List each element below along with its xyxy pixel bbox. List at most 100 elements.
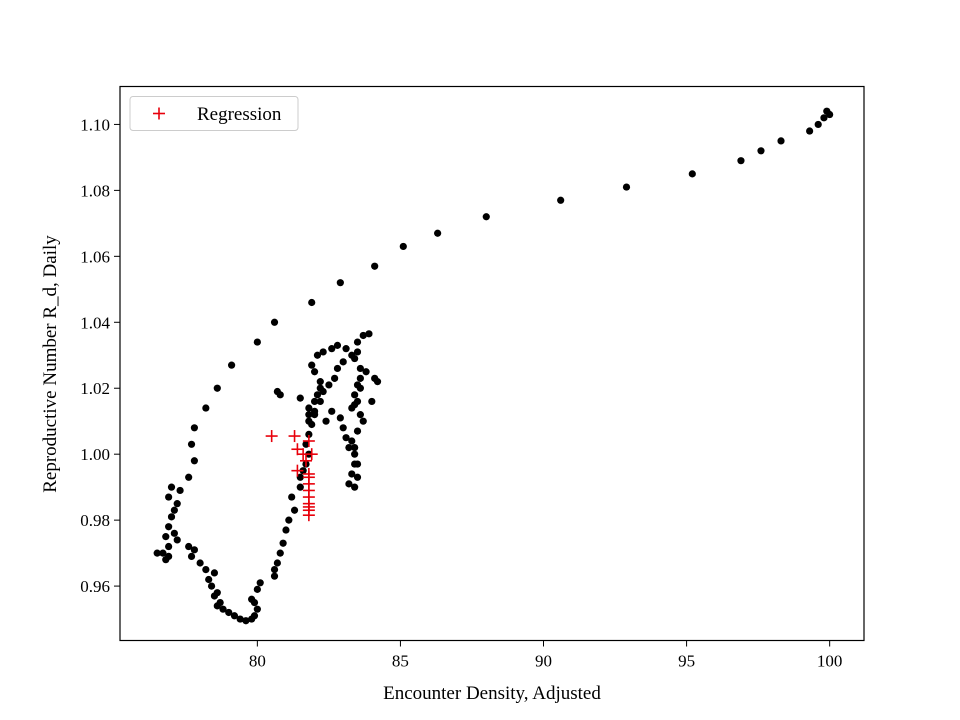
daily-data-point xyxy=(219,605,227,613)
daily-data-point xyxy=(210,592,219,600)
data-points xyxy=(153,107,834,625)
daily-data-point xyxy=(331,374,339,382)
daily-data-point xyxy=(253,605,261,613)
x-tick-label: 80 xyxy=(249,652,266,671)
daily-data-point xyxy=(305,417,313,425)
daily-data-point xyxy=(688,170,696,178)
daily-data-point xyxy=(230,612,239,620)
daily-data-point xyxy=(279,539,287,547)
daily-data-point xyxy=(757,147,765,155)
daily-data-point xyxy=(302,440,310,448)
daily-data-point xyxy=(434,229,442,237)
daily-data-point xyxy=(202,404,210,412)
daily-data-point xyxy=(250,612,259,620)
daily-data-point xyxy=(242,617,250,625)
daily-data-point xyxy=(777,137,785,145)
daily-data-point xyxy=(159,549,167,557)
daily-data-point xyxy=(339,358,347,366)
regression-point xyxy=(302,434,315,447)
daily-data-point xyxy=(737,157,745,165)
regression-point xyxy=(300,454,312,467)
daily-data-point xyxy=(353,338,362,346)
daily-data-point xyxy=(213,384,221,392)
daily-data-point xyxy=(351,483,359,491)
daily-data-point xyxy=(353,473,362,481)
daily-data-point xyxy=(236,615,244,623)
daily-data-point xyxy=(353,427,362,435)
daily-data-point xyxy=(351,391,359,399)
daily-data-point xyxy=(328,407,336,415)
daily-data-point xyxy=(170,506,178,514)
daily-data-point xyxy=(185,542,193,551)
daily-data-point xyxy=(482,213,490,221)
daily-data-point xyxy=(356,374,364,382)
daily-data-point xyxy=(322,417,330,425)
daily-data-point xyxy=(165,542,173,551)
daily-data-point xyxy=(282,526,290,534)
daily-data-point xyxy=(256,579,264,587)
y-tick-label: 1.00 xyxy=(80,445,110,464)
daily-data-point xyxy=(399,242,407,251)
daily-data-point xyxy=(353,460,362,468)
daily-data-point xyxy=(310,411,319,419)
daily-data-point xyxy=(187,440,196,448)
daily-data-point xyxy=(305,430,313,438)
daily-data-point xyxy=(202,566,210,574)
daily-data-point xyxy=(351,443,359,452)
daily-data-point xyxy=(308,361,316,369)
daily-data-point xyxy=(153,549,161,557)
y-axis-label: Reproductive Number R_d, Daily xyxy=(40,235,61,493)
daily-data-point xyxy=(313,351,322,359)
regression-point xyxy=(305,448,318,461)
daily-data-point xyxy=(359,331,367,340)
daily-data-point xyxy=(823,107,831,115)
daily-data-point xyxy=(296,394,304,402)
daily-data-point xyxy=(339,424,347,432)
daily-data-point xyxy=(270,318,279,326)
legend-label-regression: Regression xyxy=(197,104,282,125)
daily-data-point xyxy=(190,457,198,465)
daily-data-point xyxy=(319,348,327,356)
x-tick-label: 85 xyxy=(392,652,409,671)
daily-data-point xyxy=(356,364,364,373)
daily-data-point xyxy=(170,529,178,537)
daily-data-point xyxy=(176,486,184,495)
daily-data-point xyxy=(162,556,170,564)
daily-data-point xyxy=(207,582,216,590)
daily-data-point xyxy=(345,480,353,488)
daily-data-point xyxy=(368,397,376,406)
daily-data-point xyxy=(351,450,359,458)
daily-data-point xyxy=(228,361,236,369)
daily-data-point xyxy=(316,384,324,392)
daily-data-point xyxy=(345,443,353,452)
daily-data-point xyxy=(310,397,319,406)
daily-data-point xyxy=(296,473,304,481)
x-tick-label: 100 xyxy=(817,652,843,671)
daily-data-point xyxy=(185,473,193,481)
y-tick-label: 1.04 xyxy=(80,313,110,332)
daily-data-point xyxy=(359,417,367,425)
daily-data-point xyxy=(806,127,814,135)
legend: Regression xyxy=(129,96,299,131)
x-axis-label: Encounter Density, Adjusted xyxy=(383,683,601,704)
daily-data-point xyxy=(248,595,256,603)
daily-data-point xyxy=(814,120,822,129)
daily-data-point xyxy=(276,391,284,399)
daily-data-point xyxy=(173,500,181,508)
daily-data-point xyxy=(316,378,324,386)
daily-data-point xyxy=(285,516,293,524)
daily-data-point xyxy=(342,434,350,442)
regression-point xyxy=(265,430,278,443)
daily-data-point xyxy=(187,552,196,561)
daily-data-point xyxy=(333,364,342,373)
daily-data-point xyxy=(288,493,296,501)
daily-data-point xyxy=(290,506,299,514)
daily-data-point xyxy=(190,546,198,554)
regression-point xyxy=(302,509,315,522)
daily-data-point xyxy=(351,354,359,363)
daily-data-point xyxy=(336,279,344,287)
x-axis-ticks: 80 85 90 95 100 xyxy=(249,640,843,671)
regression-point xyxy=(288,430,301,443)
y-tick-label: 1.02 xyxy=(80,379,110,398)
